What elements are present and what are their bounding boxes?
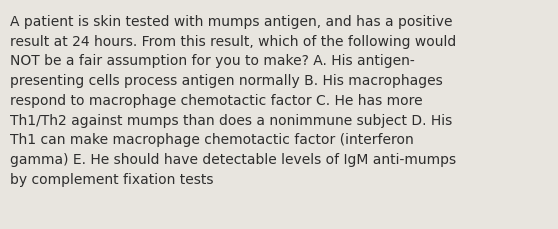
Text: A patient is skin tested with mumps antigen, and has a positive
result at 24 hou: A patient is skin tested with mumps anti… [10, 15, 456, 186]
